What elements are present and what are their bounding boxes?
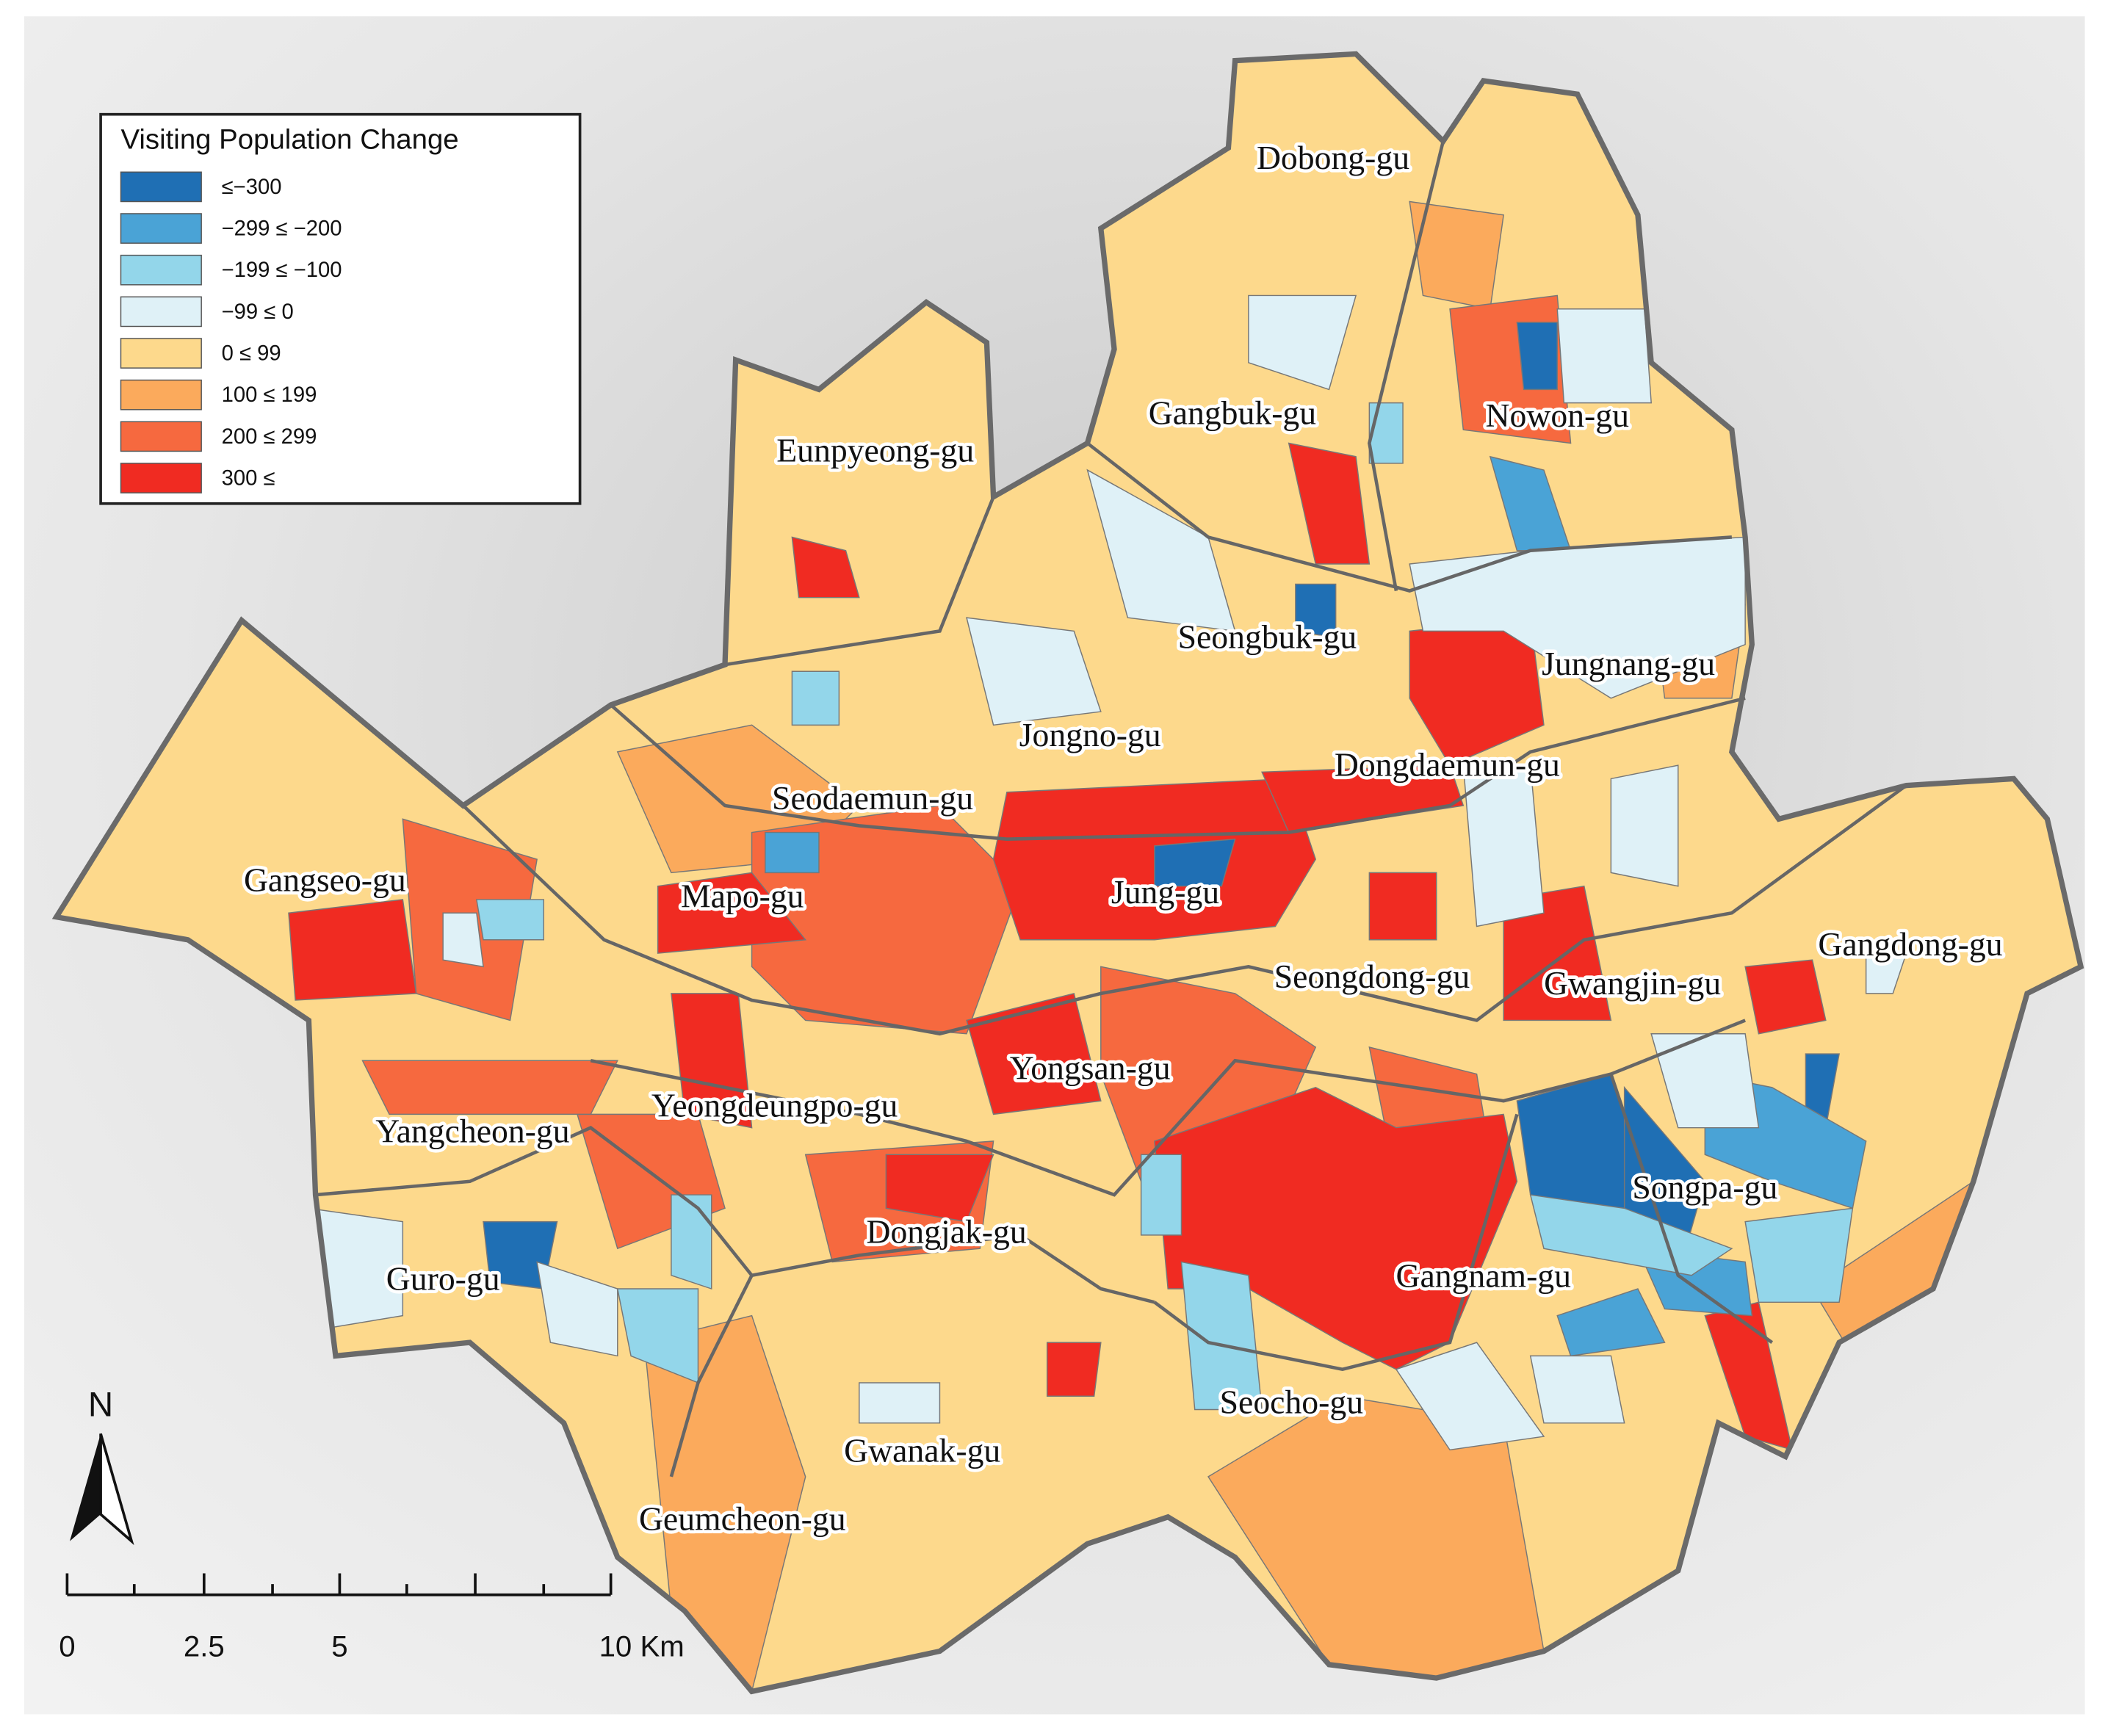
legend-label: ≤−300 xyxy=(222,176,282,199)
district-label: Gangbuk-gu xyxy=(1149,394,1317,431)
district-label: Yeongdeungpo-gu xyxy=(651,1087,898,1124)
map-region xyxy=(1556,308,1652,404)
district-label: Geumcheon-gu xyxy=(639,1500,846,1538)
legend-label: 300 ≤ xyxy=(222,467,275,491)
legend-title: Visiting Population Change xyxy=(121,123,459,155)
district-label: Gangdong-gu xyxy=(1818,925,2002,963)
district-label: Gwangjin-gu xyxy=(1544,964,1721,1002)
legend-swatch xyxy=(120,421,202,452)
legend-label: −199 ≤ −100 xyxy=(222,258,342,282)
map-region xyxy=(1556,1288,1666,1357)
map-region xyxy=(1744,959,1827,1035)
legend-label: −299 ≤ −200 xyxy=(222,217,342,241)
district-label: Yongsan-gu xyxy=(1010,1049,1171,1086)
map-region xyxy=(657,872,807,954)
map-region xyxy=(1744,1207,1854,1303)
map-region xyxy=(966,993,1102,1115)
map-region xyxy=(1610,764,1679,887)
map-region xyxy=(1295,583,1337,639)
arrow-left xyxy=(70,1433,101,1541)
map-region xyxy=(1180,1261,1263,1411)
map-region xyxy=(1516,322,1558,391)
map-region xyxy=(1503,885,1612,1021)
legend-label: 100 ≤ 199 xyxy=(222,383,317,407)
map-region xyxy=(1261,764,1465,833)
legend-label: 0 ≤ 99 xyxy=(222,342,281,366)
map-region xyxy=(643,1314,806,1692)
legend-label: −99 ≤ 0 xyxy=(222,300,294,324)
map-region xyxy=(966,617,1102,726)
map-region xyxy=(288,899,417,1001)
district-label: Dongjak-gu xyxy=(866,1212,1026,1250)
district-label: Nowon-gu xyxy=(1486,397,1630,434)
map-region xyxy=(671,1194,712,1290)
map-region xyxy=(1368,402,1404,464)
map-region xyxy=(1529,1355,1625,1424)
legend-swatch xyxy=(120,254,202,286)
legend-swatch xyxy=(120,213,202,244)
legend-items: ≤−300 −299 ≤ −200 −199 ≤ −100 −99 ≤ 0 0 ≤ 99… xyxy=(120,171,342,493)
district-labels: Dobong-gu Gangbuk-gu Nowon-gu Eunpyeong-gu S… xyxy=(240,136,2006,1541)
legend-swatch xyxy=(120,296,202,328)
district-label: Seodaemun-gu xyxy=(772,779,973,817)
map-region xyxy=(791,536,860,598)
map-region xyxy=(1086,469,1236,632)
district-label: Yangcheon-gu xyxy=(375,1112,570,1149)
map-region xyxy=(1529,1194,1733,1276)
district-boundaries xyxy=(315,140,1907,1478)
map-region xyxy=(791,670,840,726)
map-region xyxy=(885,1154,994,1223)
district-label: Songpa-gu xyxy=(1632,1168,1777,1206)
legend-swatch xyxy=(120,171,202,203)
map-region xyxy=(671,993,753,1129)
north-arrow: N xyxy=(70,1385,134,1546)
district-label: Jung-gu xyxy=(1111,873,1219,911)
district-label: Seongdong-gu xyxy=(1274,958,1470,995)
map-region xyxy=(1288,442,1371,565)
map-region xyxy=(442,912,484,968)
district-label: Seocho-gu xyxy=(1220,1384,1364,1421)
map-region xyxy=(536,1261,618,1357)
legend-swatch xyxy=(120,463,202,493)
scale-label: 2.5 xyxy=(184,1630,225,1663)
map-region xyxy=(1140,1154,1183,1236)
scale-bar: 0 2.5 5 10 Km xyxy=(59,1573,685,1663)
district-label: Gangnam-gu xyxy=(1395,1257,1571,1295)
scale-label: 10 Km xyxy=(599,1630,685,1663)
district-label: Mapo-gu xyxy=(681,877,804,914)
district-label: Guro-gu xyxy=(386,1259,500,1297)
district-label: Dongdaemun-gu xyxy=(1335,745,1560,783)
map-region xyxy=(859,1382,941,1424)
north-label: N xyxy=(88,1385,113,1424)
district-label: Gwanak-gu xyxy=(844,1431,1000,1469)
map-region xyxy=(1154,838,1236,887)
district-label: Jongno-gu xyxy=(1019,716,1161,753)
map-region xyxy=(1046,1342,1102,1397)
district-label: Seongbuk-gu xyxy=(1178,618,1357,656)
map-region xyxy=(1395,1342,1545,1451)
legend: Visiting Population Change ≤−300 −299 ≤ −… xyxy=(99,112,582,505)
map-region xyxy=(476,899,544,941)
map-region xyxy=(1368,872,1437,941)
map-region xyxy=(1865,952,1907,994)
district-label: Dobong-gu xyxy=(1257,139,1409,176)
legend-swatch xyxy=(120,338,202,369)
map-region xyxy=(361,1060,618,1115)
district-label: Gangseo-gu xyxy=(244,861,406,899)
map-region xyxy=(1248,294,1357,391)
map-region xyxy=(765,831,820,874)
arrow-right xyxy=(99,1433,134,1546)
scale-label: 0 xyxy=(59,1630,75,1663)
legend-label: 200 ≤ 299 xyxy=(222,425,317,449)
scale-label: 5 xyxy=(331,1630,347,1663)
district-label: Jungnang-gu xyxy=(1542,645,1715,682)
district-label: Eunpyeong-gu xyxy=(776,432,974,469)
legend-swatch xyxy=(120,379,202,411)
